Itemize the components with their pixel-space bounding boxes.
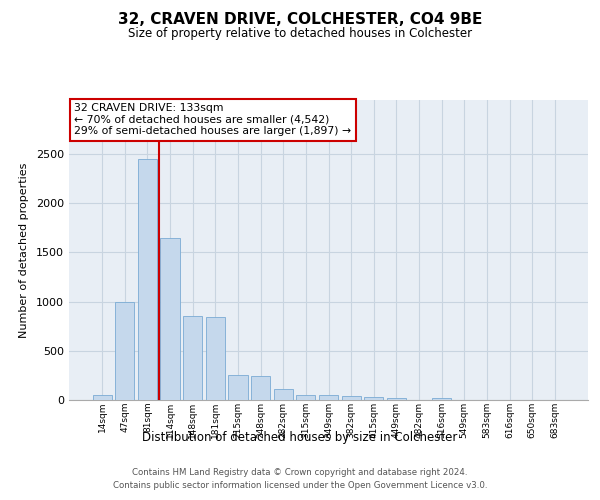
- Bar: [432, 398, 451, 400]
- Bar: [160, 238, 180, 400]
- Bar: [319, 395, 338, 400]
- Bar: [387, 398, 406, 400]
- Bar: [251, 376, 270, 400]
- Bar: [138, 159, 157, 400]
- Text: 32, CRAVEN DRIVE, COLCHESTER, CO4 9BE: 32, CRAVEN DRIVE, COLCHESTER, CO4 9BE: [118, 12, 482, 28]
- Text: Contains HM Land Registry data © Crown copyright and database right 2024.: Contains HM Land Registry data © Crown c…: [132, 468, 468, 477]
- Text: Distribution of detached houses by size in Colchester: Distribution of detached houses by size …: [142, 431, 458, 444]
- Bar: [296, 394, 316, 400]
- Y-axis label: Number of detached properties: Number of detached properties: [19, 162, 29, 338]
- Text: Size of property relative to detached houses in Colchester: Size of property relative to detached ho…: [128, 28, 472, 40]
- Text: Contains public sector information licensed under the Open Government Licence v3: Contains public sector information licen…: [113, 480, 487, 490]
- Bar: [183, 316, 202, 400]
- Bar: [206, 318, 225, 400]
- Bar: [229, 375, 248, 400]
- Bar: [274, 389, 293, 400]
- Bar: [115, 302, 134, 400]
- Bar: [341, 396, 361, 400]
- Bar: [364, 397, 383, 400]
- Bar: [92, 395, 112, 400]
- Text: 32 CRAVEN DRIVE: 133sqm
← 70% of detached houses are smaller (4,542)
29% of semi: 32 CRAVEN DRIVE: 133sqm ← 70% of detache…: [74, 103, 352, 136]
